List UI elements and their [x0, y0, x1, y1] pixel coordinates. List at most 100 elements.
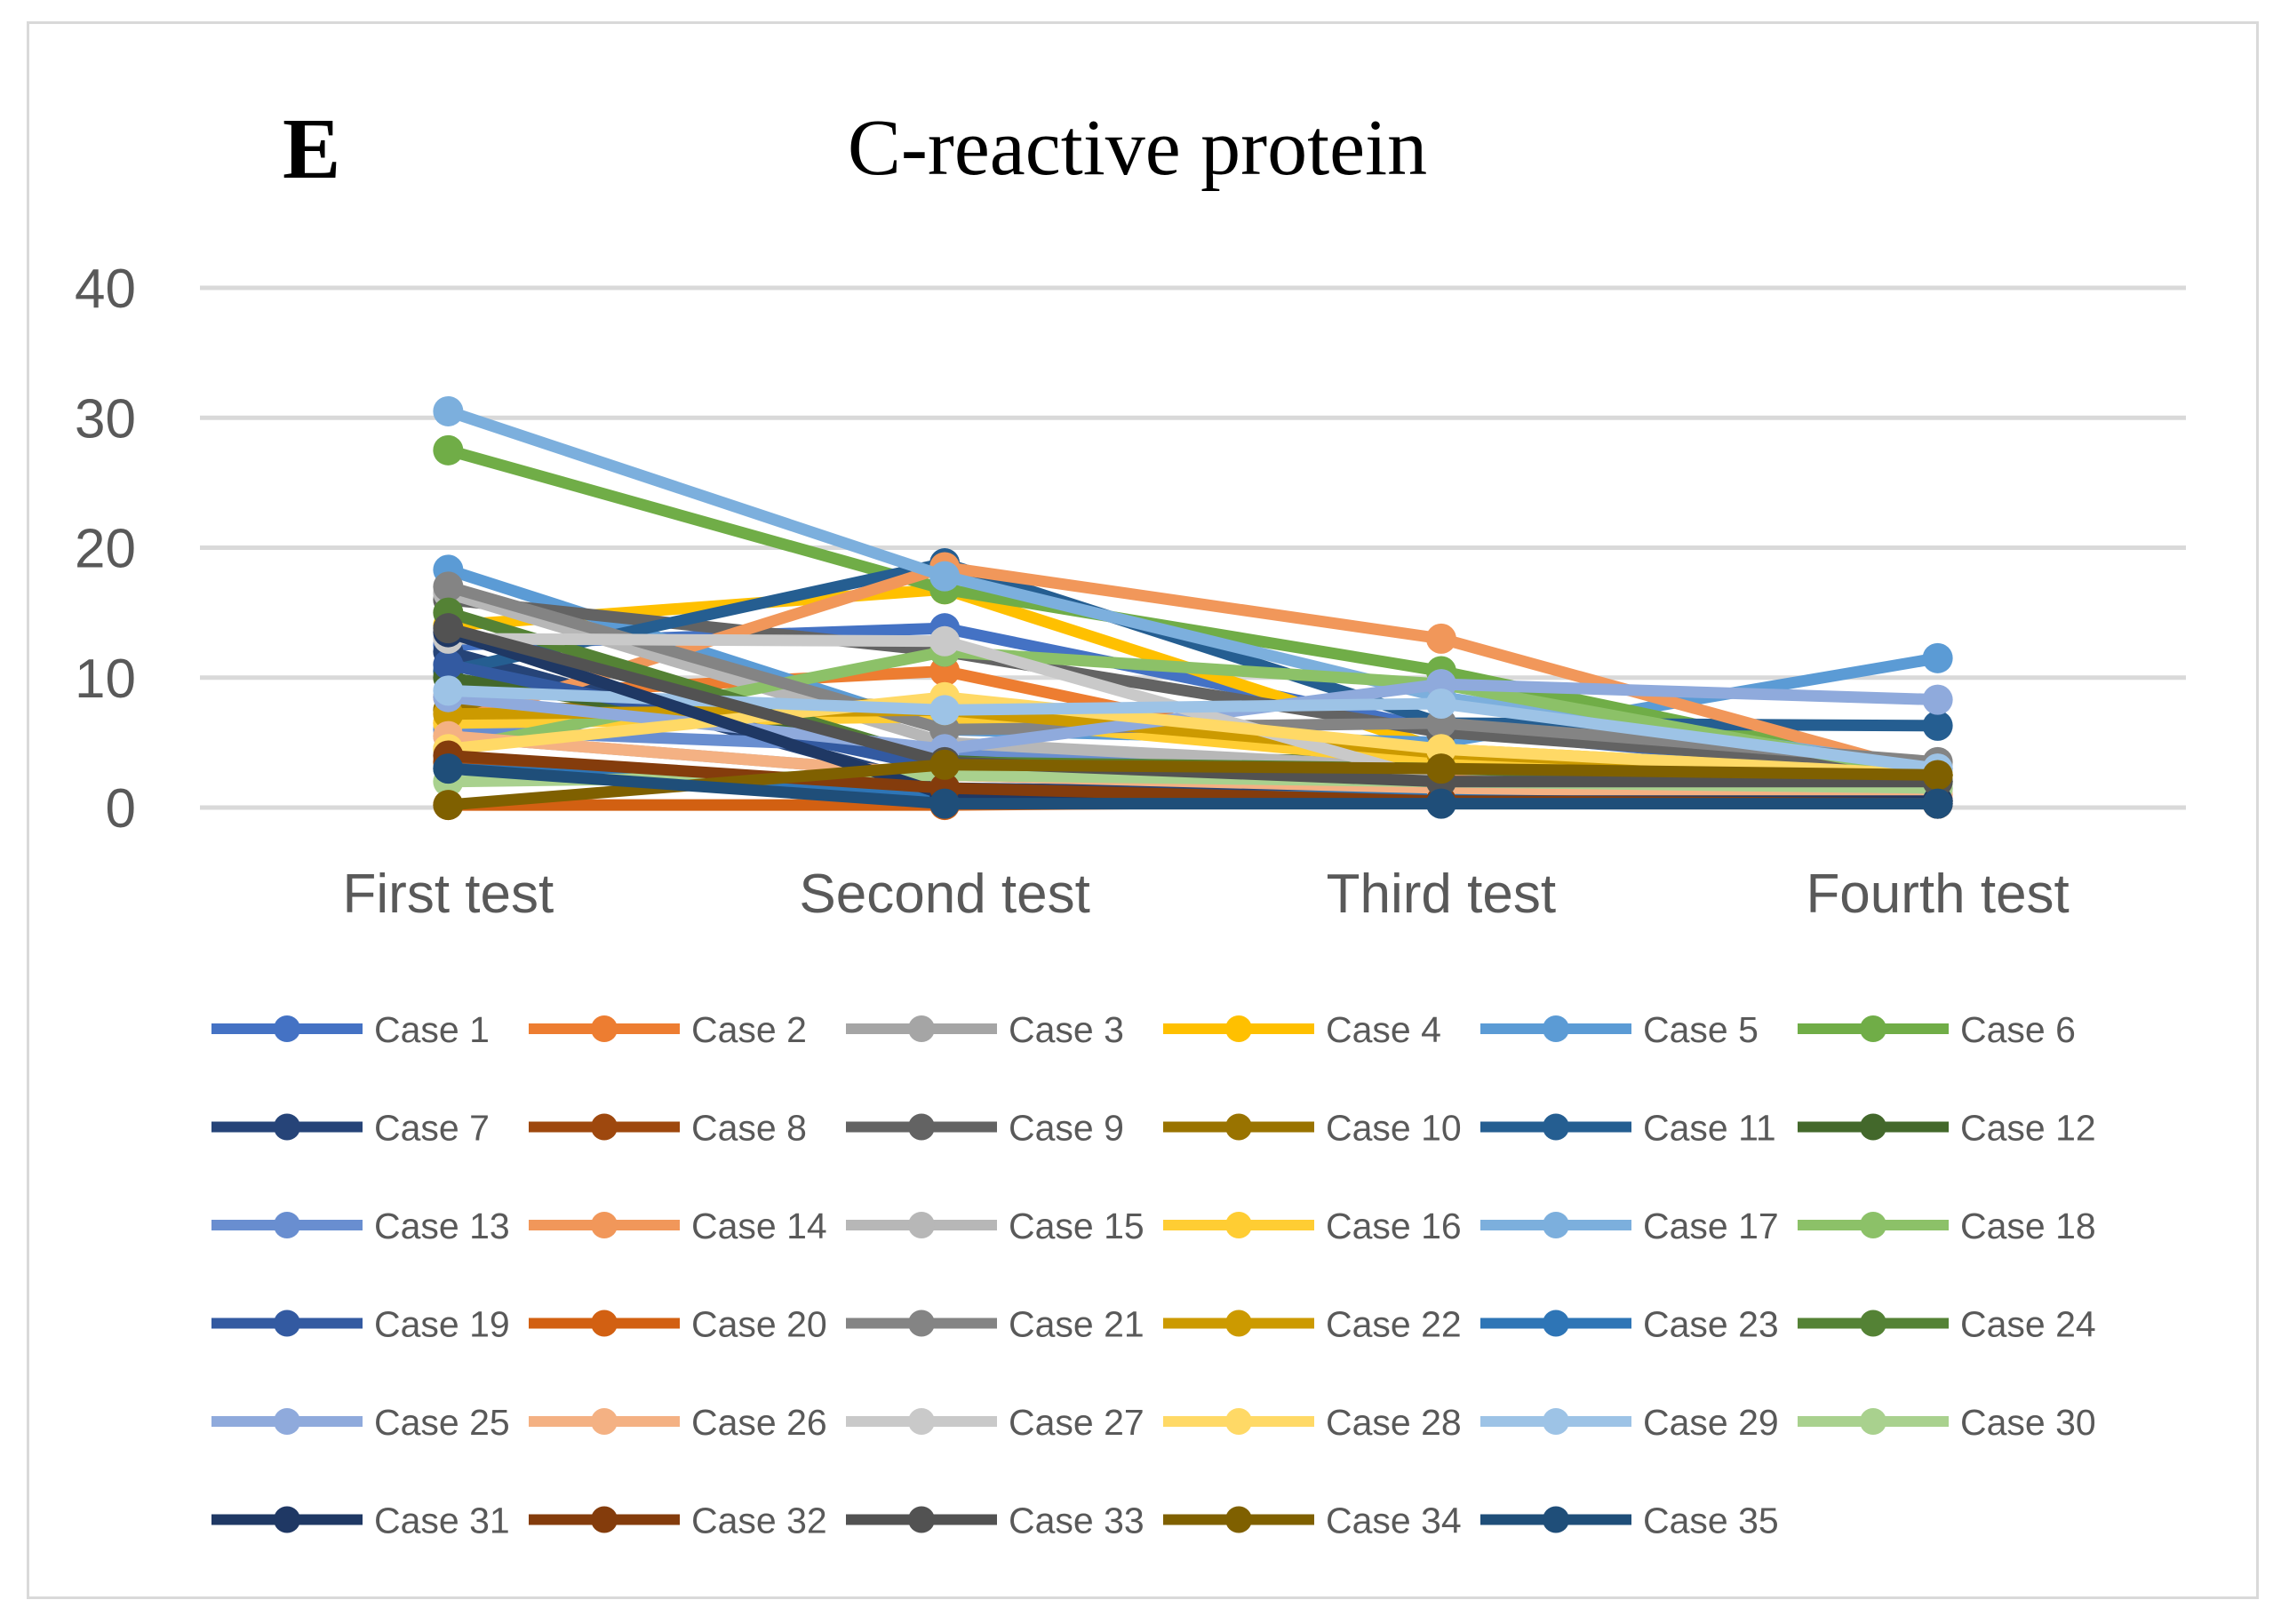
legend-label: Case 27: [1009, 1402, 1144, 1443]
legend-label: Case 35: [1643, 1501, 1779, 1541]
data-point: [929, 788, 961, 819]
legend-swatch-marker: [1225, 1506, 1252, 1533]
legend-swatch-marker: [1225, 1015, 1252, 1042]
legend-label: Case 25: [374, 1402, 510, 1443]
legend-swatch-marker: [1225, 1408, 1252, 1435]
data-point: [1425, 788, 1456, 819]
legend-label: Case 33: [1009, 1501, 1144, 1541]
panel-letter: E: [283, 101, 340, 197]
legend-swatch-marker: [1860, 1310, 1886, 1337]
legend-item: Case 15: [846, 1206, 1144, 1246]
legend-swatch-marker: [591, 1310, 618, 1337]
legend-swatch-marker: [1225, 1212, 1252, 1238]
legend-label: Case 13: [374, 1206, 510, 1246]
legend-label: Case 2: [691, 1009, 807, 1050]
data-point: [433, 649, 464, 681]
legend-label: Case 30: [1960, 1402, 2096, 1443]
legend-item: Case 17: [1480, 1206, 1779, 1246]
legend-label: Case 7: [374, 1108, 490, 1149]
legend-item: Case 27: [846, 1402, 1144, 1443]
legend-label: Case 17: [1643, 1206, 1779, 1246]
series-line: [442, 762, 1944, 810]
legend-item: Case 20: [529, 1304, 827, 1345]
legend-item: Case 8: [529, 1108, 807, 1149]
data-point: [929, 749, 961, 780]
legend-item: Case 10: [1163, 1108, 1462, 1149]
legend-label: Case 14: [691, 1206, 827, 1246]
legend-item: Case 7: [211, 1108, 490, 1149]
legend-swatch-marker: [1543, 1408, 1569, 1435]
legend-swatch-marker: [274, 1113, 300, 1141]
legend-item: Case 19: [211, 1304, 510, 1345]
x-tick-label: Second test: [799, 864, 1089, 925]
data-point: [433, 395, 464, 426]
data-point: [433, 571, 464, 602]
legend-item: Case 31: [211, 1501, 510, 1541]
legend-item: Case 1: [211, 1009, 490, 1050]
legend-swatch-marker: [591, 1408, 618, 1435]
data-point: [929, 625, 961, 657]
legend-label: Case 31: [374, 1501, 510, 1541]
legend-swatch-marker: [908, 1113, 935, 1141]
legend-swatch-marker: [908, 1015, 935, 1042]
legend-item: Case 24: [1798, 1304, 2096, 1345]
legend-item: Case 6: [1798, 1009, 2076, 1050]
data-point: [1922, 642, 1953, 673]
legend-swatch-marker: [1225, 1310, 1252, 1337]
legend-label: Case 21: [1009, 1304, 1144, 1345]
legend-label: Case 16: [1326, 1206, 1462, 1246]
legend-swatch-marker: [274, 1310, 300, 1337]
legend-label: Case 11: [1643, 1108, 1776, 1149]
legend-swatch-marker: [591, 1015, 618, 1042]
legend-item: Case 26: [529, 1402, 827, 1443]
legend-swatch-marker: [1543, 1310, 1569, 1337]
legend-item: Case 25: [211, 1402, 510, 1443]
data-point: [1922, 788, 1953, 819]
legend-label: Case 20: [691, 1304, 827, 1345]
data-point: [929, 561, 961, 592]
legend-item: Case 16: [1163, 1206, 1462, 1246]
legend-label: Case 22: [1326, 1304, 1462, 1345]
legend-swatch-marker: [591, 1113, 618, 1141]
legend-swatch-marker: [1543, 1506, 1569, 1533]
legend-label: Case 8: [691, 1108, 807, 1149]
data-point: [1922, 760, 1953, 791]
legend-swatch-marker: [1860, 1408, 1886, 1435]
data-point: [433, 434, 464, 466]
y-tick-label: 10: [75, 649, 136, 710]
legend-swatch-marker: [908, 1408, 935, 1435]
legend-label: Case 19: [374, 1304, 510, 1345]
legend-item: Case 29: [1480, 1402, 1779, 1443]
legend-swatch-marker: [1543, 1212, 1569, 1238]
y-axis-ticks: 0 10 20 30 40: [75, 259, 136, 840]
legend-label: Case 10: [1326, 1108, 1462, 1149]
legend-item: Case 21: [846, 1304, 1144, 1345]
legend-item: Case 30: [1798, 1402, 2096, 1443]
legend-item: Case 28: [1163, 1402, 1462, 1443]
legend-swatch-marker: [1860, 1212, 1886, 1238]
legend-swatch-marker: [908, 1310, 935, 1337]
series-line: [442, 593, 1944, 775]
data-point: [1425, 689, 1456, 719]
legend-label: Case 6: [1960, 1009, 2076, 1050]
chart-title: C-reactive protein: [848, 104, 1427, 192]
data-point: [433, 675, 464, 706]
legend-item: Case 3: [846, 1009, 1124, 1050]
legend-label: Case 12: [1960, 1108, 2096, 1149]
legend-label: Case 3: [1009, 1009, 1124, 1050]
legend-item: Case 23: [1480, 1304, 1779, 1345]
data-point: [433, 753, 464, 784]
data-point: [1922, 684, 1953, 715]
legend-swatch-marker: [1860, 1113, 1886, 1141]
y-tick-label: 30: [75, 388, 136, 450]
y-tick-label: 0: [106, 778, 136, 840]
legend-item: Case 18: [1798, 1206, 2096, 1246]
legend-item: Case 22: [1163, 1304, 1462, 1345]
data-point: [1425, 623, 1456, 654]
series-lines: [433, 395, 1953, 821]
data-point: [433, 790, 464, 821]
x-axis-ticks: First test Second test Third test Fourth te…: [343, 864, 2070, 925]
chart-frame: [27, 21, 2259, 1599]
legend-label: Case 24: [1960, 1304, 2096, 1345]
legend-label: Case 29: [1643, 1402, 1779, 1443]
